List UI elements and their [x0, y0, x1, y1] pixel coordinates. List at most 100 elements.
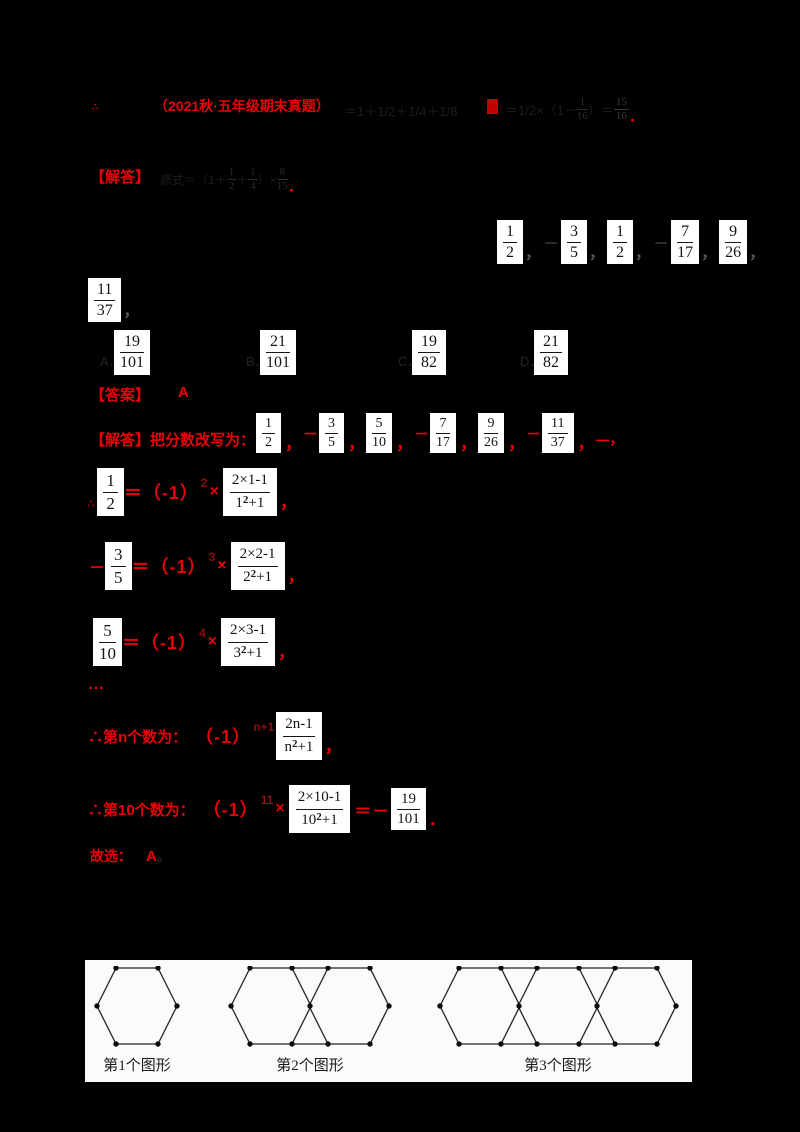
obscured-expression-b: ＝1/2×（1－ 1 16 ）＝ 15 16 ． — [505, 86, 644, 132]
times-sign: × — [207, 633, 218, 650]
general-term-line: ∴第n个数为： （-1） n+1 2n-1 n2+1 ， — [88, 706, 342, 766]
equals-minus-one: ＝（-1） — [123, 483, 199, 503]
exponent: 11 — [260, 793, 274, 807]
red-comma: ， — [460, 433, 478, 453]
equals-minus-one: ＝（-1） — [131, 557, 207, 577]
formula-fraction-box: 2×2-1 22+1 — [230, 542, 285, 590]
answer-label: 【答案】 — [90, 387, 151, 404]
comma: ， — [749, 245, 766, 262]
negative-sign: － — [372, 801, 390, 821]
fraction-box: 5 10 — [93, 618, 122, 666]
ellipsis: … — [88, 676, 104, 693]
obscured-eq-text: ＝1/2×（1－ — [505, 102, 577, 118]
answer-value: A — [178, 384, 189, 401]
den-exponent: 2 — [316, 810, 322, 823]
tenth-term-line: ∴第10个数为： （-1） 11 × 2×10-1 102+1 ＝ － 19 10… — [88, 778, 446, 840]
red-period: ． — [428, 809, 446, 829]
problem-source-citation: （2021秋·五年级期末真题） — [154, 98, 330, 114]
obscured-fraction: 1 16 — [576, 96, 588, 122]
fraction-box: 7 17 — [430, 412, 457, 454]
obscured-fraction: 8 15 — [276, 166, 288, 192]
den-rest: +1 — [297, 738, 314, 755]
general-term-label: ∴第n个数为： — [88, 728, 188, 746]
obscured-close: ）× — [257, 172, 277, 187]
problem-sequence-row2: 11 37 ， — [88, 277, 139, 323]
comma: ， — [123, 303, 140, 320]
option-a-fraction: 19 101 — [114, 330, 150, 375]
den-exponent: 2 — [241, 643, 247, 656]
red-comma: ， — [279, 492, 297, 512]
den-exponent: 2 — [291, 737, 298, 750]
fraction-box: 9 26 — [478, 412, 505, 454]
formula-fraction-box: 2n-1 n2+1 — [276, 712, 322, 760]
exponent: n+1 — [253, 720, 275, 734]
times-sign: × — [275, 800, 285, 817]
den-base: n — [284, 738, 292, 755]
vertex-dots — [94, 966, 679, 1047]
conclusion-label: 故选： — [90, 848, 132, 864]
solve-label: 【解答】 — [90, 169, 151, 186]
red-dash-ellipsis: —， — [595, 431, 624, 447]
period: 。 — [156, 848, 171, 864]
den-rest: +1 — [321, 811, 338, 828]
exponent: 3 — [208, 550, 216, 564]
option-d-fraction: 21 82 — [534, 330, 568, 375]
tenth-term-label: ∴第10个数为： — [88, 801, 195, 819]
red-highlight-block — [487, 99, 498, 114]
red-minus: － — [303, 425, 319, 443]
red-minus: － — [414, 425, 430, 443]
red-comma: ， — [287, 566, 305, 586]
red-comma: ， — [285, 433, 302, 453]
option-c-fraction: 19 82 — [412, 330, 446, 375]
exponent: 2 — [200, 476, 208, 490]
comma: ， — [701, 245, 718, 262]
hexagon-figure-panel: 第1个图形 第2个图形 第3个图形 — [85, 960, 692, 1082]
fraction-box: 9 26 — [719, 219, 748, 265]
therefore-mark: ∴ — [92, 102, 99, 113]
red-comma: ， — [577, 433, 595, 453]
figure-2-caption: 第2个图形 — [276, 1058, 344, 1074]
minus-sign: － — [543, 236, 560, 253]
minus-sign: － — [653, 236, 670, 253]
obscured-result-fraction: 15 16 — [613, 96, 629, 122]
times-sign: × — [209, 483, 219, 500]
minus-one-paren: （-1） — [195, 727, 252, 747]
fraction-box: 11 37 — [88, 277, 122, 323]
therefore-mark: ∴ — [88, 498, 95, 510]
red-minus: － — [89, 560, 106, 577]
obscured-expr-text: 原式＝（1＋ — [160, 172, 227, 187]
formula-fraction-box: 2×3-1 32+1 — [221, 618, 276, 666]
den-exponent: 2 — [242, 493, 249, 506]
comma: ， — [525, 245, 542, 262]
den-rest: +1 — [248, 494, 265, 511]
den-base: 3 — [233, 644, 242, 661]
red-comma: ， — [508, 433, 526, 453]
red-comma: ， — [324, 736, 342, 756]
fraction-box: 5 10 — [366, 412, 393, 454]
figure-1-caption: 第1个图形 — [103, 1058, 171, 1074]
comma: ， — [589, 245, 606, 262]
figure-1-hexagon — [96, 967, 178, 1045]
den-base: 1 — [235, 494, 243, 511]
exponent: 4 — [199, 626, 206, 640]
solution-step-3: 5 10 ＝（-1） 4 × 2×3-1 32+1 ， — [90, 614, 295, 670]
conclusion-line: 故选： A 。 — [90, 845, 171, 867]
obscured-close-text: ）＝ — [587, 102, 614, 118]
figure-3-hexagons — [439, 967, 677, 1045]
formula-fraction-box: 2×10-1 102+1 — [288, 785, 351, 833]
den-exponent: 2 — [250, 567, 257, 580]
obscured-plus: ＋ — [236, 172, 249, 187]
